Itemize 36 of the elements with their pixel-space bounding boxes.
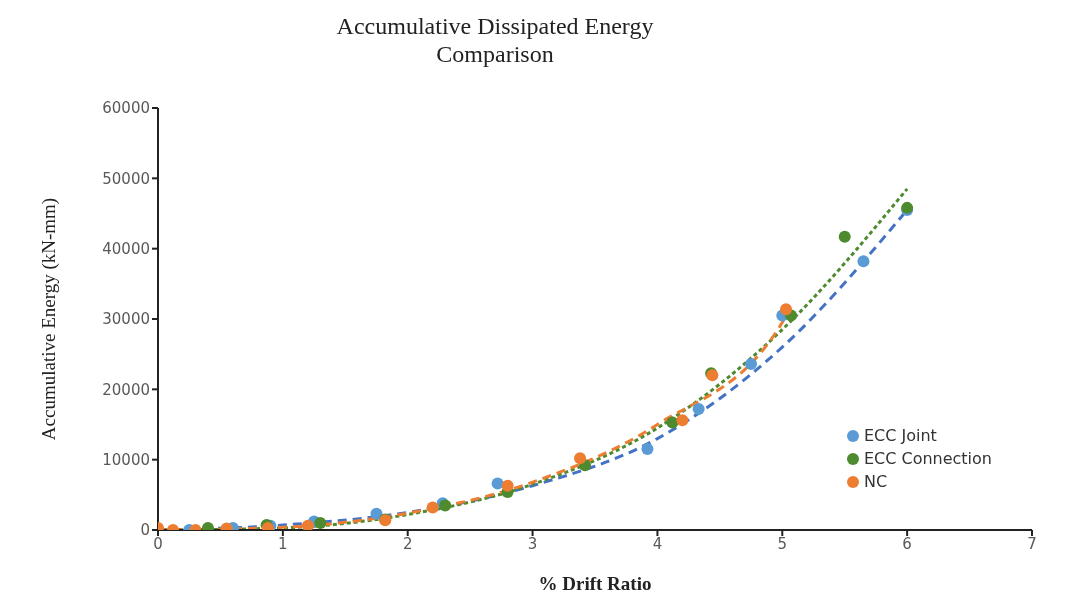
x-tick-label: 1 [278,534,288,553]
x-tick-label: 6 [902,534,912,553]
chart-title: Accumulative Dissipated Energy Comparison [335,12,655,68]
point [666,416,679,429]
y-tick-label: 20000 [102,380,150,399]
x-tick-label: 5 [777,534,788,553]
y-tick-label: 0 [140,521,150,540]
point [641,443,654,456]
y-axis-title: Accumulative Energy (kN-mm) [37,197,60,441]
y-tick-label: 40000 [102,239,150,258]
y-tick-label: 30000 [102,310,150,329]
point [780,303,793,316]
point [370,507,383,520]
legend-label: ECC Connection [863,449,992,468]
x-tick-label: 3 [527,534,538,553]
point [301,519,314,530]
legend-label: NC [863,472,888,491]
point [314,516,327,529]
point [745,358,758,371]
x-tick-label: 7 [1027,534,1037,553]
point [857,255,870,268]
point [692,403,705,416]
point [491,477,504,490]
point [574,452,587,465]
y-tick-label: 60000 [102,99,150,118]
x-axis-title: % Drift Ratio [538,573,652,594]
y-tick-label: 10000 [102,450,150,469]
x-tick-label: 2 [402,534,413,553]
x-tick-label: 0 [153,534,163,553]
point [426,501,439,514]
x-tick-label: 4 [652,534,663,553]
point [676,414,689,427]
point [501,479,514,492]
y-tick-label: 50000 [102,169,150,188]
point [838,230,851,243]
legend-label: ECC Joint [863,426,937,445]
